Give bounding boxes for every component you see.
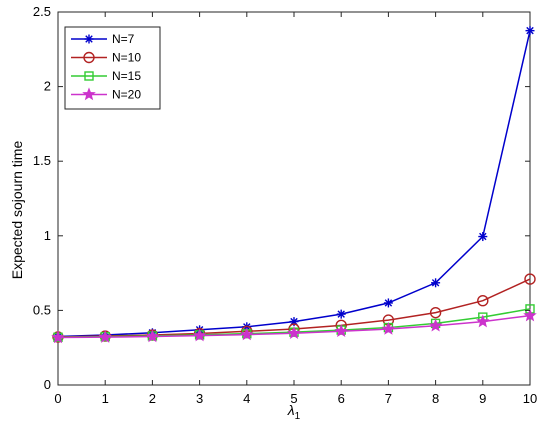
data-point bbox=[240, 327, 254, 341]
marker-stroke bbox=[85, 35, 93, 43]
marker-star bbox=[523, 308, 537, 322]
y-tick-label: 0 bbox=[44, 377, 51, 392]
legend-marker bbox=[84, 71, 94, 81]
marker-star bbox=[476, 314, 490, 328]
marker-stroke bbox=[384, 299, 393, 307]
marker-circle bbox=[429, 306, 442, 319]
x-tick-label: 5 bbox=[290, 391, 297, 406]
y-tick-label: 1 bbox=[44, 228, 51, 243]
marker-star bbox=[51, 330, 65, 344]
data-point bbox=[98, 330, 112, 343]
x-tick-label: 3 bbox=[196, 391, 203, 406]
marker-star bbox=[98, 330, 112, 343]
x-tick-label: 8 bbox=[432, 391, 439, 406]
marker-stroke bbox=[290, 317, 298, 326]
legend-label: N=7 bbox=[112, 32, 135, 46]
legend-entry: N=15 bbox=[71, 69, 141, 83]
data-point bbox=[334, 324, 348, 338]
x-tick-label: 7 bbox=[385, 391, 392, 406]
marker-stroke bbox=[479, 232, 487, 241]
data-point bbox=[381, 321, 396, 335]
data-point bbox=[524, 273, 536, 285]
legend-entry: N=7 bbox=[71, 32, 135, 46]
legend-marker bbox=[83, 51, 95, 64]
data-point bbox=[429, 306, 442, 319]
data-point bbox=[523, 308, 537, 322]
marker-star bbox=[82, 87, 96, 101]
legend-label: N=10 bbox=[112, 51, 141, 65]
x-tick-label: 4 bbox=[243, 391, 250, 406]
legend-box bbox=[64, 26, 161, 110]
data-point bbox=[428, 318, 443, 332]
marker-stroke bbox=[526, 26, 534, 35]
data-point bbox=[477, 295, 489, 307]
y-tick-label: 0.5 bbox=[33, 302, 51, 317]
marker-star bbox=[192, 328, 207, 342]
x-tick-label: 0 bbox=[54, 391, 61, 406]
marker-circle bbox=[477, 295, 489, 307]
data-point bbox=[478, 232, 488, 242]
marker-star bbox=[428, 318, 443, 332]
series-layer bbox=[51, 26, 537, 344]
data-point bbox=[192, 328, 207, 342]
data-point bbox=[51, 330, 65, 344]
axes: 0 1 2 3 4 5 6 7 8 9 10 0 0.5 1 1.5 2 2.5 bbox=[33, 4, 537, 406]
marker-circle bbox=[524, 273, 536, 285]
x-tick-label: 1 bbox=[102, 391, 109, 406]
legend: N=7 N=10 N=15 N=20 bbox=[64, 26, 161, 110]
data-point bbox=[431, 278, 441, 288]
x-tick-label: 10 bbox=[523, 391, 537, 406]
marker-square bbox=[84, 71, 94, 81]
x-tick-label: 2 bbox=[149, 391, 156, 406]
data-point bbox=[336, 309, 346, 319]
legend-entry: N=10 bbox=[71, 51, 141, 65]
x-tick-label: 9 bbox=[479, 391, 486, 406]
marker-star bbox=[381, 321, 396, 335]
legend-label: N=15 bbox=[112, 69, 141, 83]
x-tick-label: 6 bbox=[338, 391, 345, 406]
legend-marker bbox=[82, 87, 96, 101]
marker-stroke bbox=[431, 279, 440, 287]
legend-entry: N=20 bbox=[71, 87, 141, 102]
marker-star bbox=[240, 327, 254, 341]
x-axis-label-subscript: 1 bbox=[295, 411, 301, 422]
x-axis-label: λ1 bbox=[287, 402, 301, 422]
y-tick-label: 2.5 bbox=[33, 4, 51, 19]
data-point bbox=[145, 329, 160, 343]
data-point bbox=[525, 26, 535, 36]
marker-circle bbox=[83, 51, 95, 64]
data-point bbox=[476, 314, 490, 328]
series-N=20 bbox=[51, 308, 537, 344]
marker-star bbox=[145, 329, 160, 343]
y-tick-label: 2 bbox=[44, 79, 51, 94]
marker-star bbox=[287, 326, 301, 339]
data-point bbox=[383, 298, 393, 308]
y-tick-label: 1.5 bbox=[33, 153, 51, 168]
marker-stroke bbox=[337, 310, 345, 318]
data-point bbox=[287, 326, 301, 339]
legend-marker bbox=[84, 34, 94, 44]
y-axis-label: Expected sojourn time bbox=[9, 141, 25, 280]
legend-label: N=20 bbox=[112, 88, 141, 102]
marker-star bbox=[334, 324, 348, 338]
